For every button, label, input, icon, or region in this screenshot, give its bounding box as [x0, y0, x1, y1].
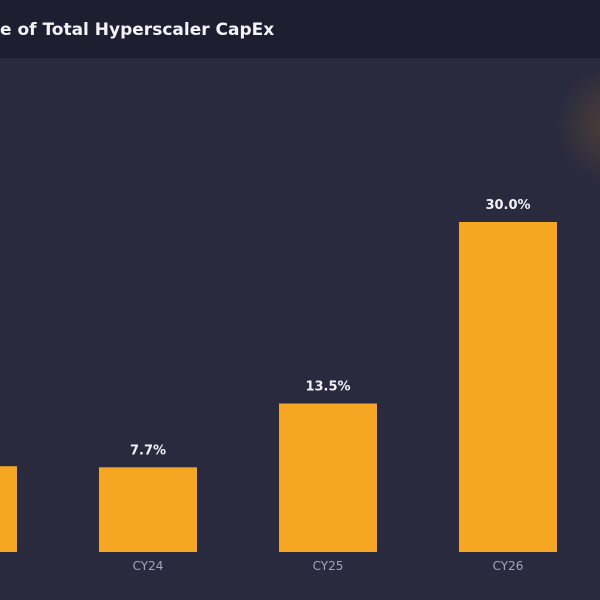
bar — [0, 466, 17, 552]
header-band — [0, 0, 600, 58]
bar — [279, 403, 377, 552]
x-tick-label: CY24 — [133, 559, 164, 573]
bar — [99, 467, 197, 552]
value-label: 7.7% — [130, 443, 166, 458]
value-label: 13.5% — [305, 380, 350, 395]
x-tick-label: CY25 — [313, 559, 344, 573]
value-label: 30.0% — [485, 198, 530, 213]
chart-title: e of Total Hyperscaler CapEx — [0, 20, 274, 40]
decor-glow — [555, 66, 600, 184]
bar — [459, 222, 557, 552]
x-tick-label: CY26 — [493, 559, 524, 573]
